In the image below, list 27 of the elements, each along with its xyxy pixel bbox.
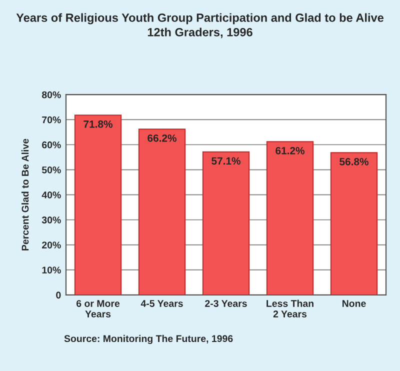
y-axis-title: Percent Glad to Be Alive <box>22 138 29 250</box>
bar <box>202 151 250 295</box>
y-tick-label: 70% <box>42 116 61 124</box>
y-tick-label: 60% <box>42 141 61 148</box>
bar <box>266 141 314 295</box>
source-note: Source: Monitoring The Future, 1996 <box>64 334 233 344</box>
y-tick-label: 80% <box>42 91 61 98</box>
y-tick-label: 10% <box>42 266 61 274</box>
data-label: 57.1% <box>212 157 240 165</box>
y-tick-label: 30% <box>42 216 61 224</box>
x-tick-label: None <box>342 300 366 307</box>
data-label: 56.8% <box>340 158 368 166</box>
x-tick-label: Less Than 2 Years <box>266 300 314 318</box>
data-label: 71.8% <box>84 120 112 128</box>
chart-title: Years of Religious Youth Group Participation and Glad to be Alive 12th Graders, 1996 <box>16 13 384 38</box>
x-tick-label: 2-3 Years <box>205 300 247 307</box>
y-tick-label: 20% <box>42 242 61 248</box>
x-tick-label: 6 or More Years <box>76 300 120 318</box>
x-tick-label: 4-5 Years <box>140 300 183 307</box>
data-label: 66.2% <box>148 134 176 142</box>
data-label: 61.2% <box>276 146 304 154</box>
y-tick-label: 0 <box>56 292 61 299</box>
bar <box>74 114 122 295</box>
y-tick-label: 40% <box>42 192 61 198</box>
bar <box>330 152 378 295</box>
bar <box>138 128 186 295</box>
y-tick-label: 50% <box>42 166 61 174</box>
